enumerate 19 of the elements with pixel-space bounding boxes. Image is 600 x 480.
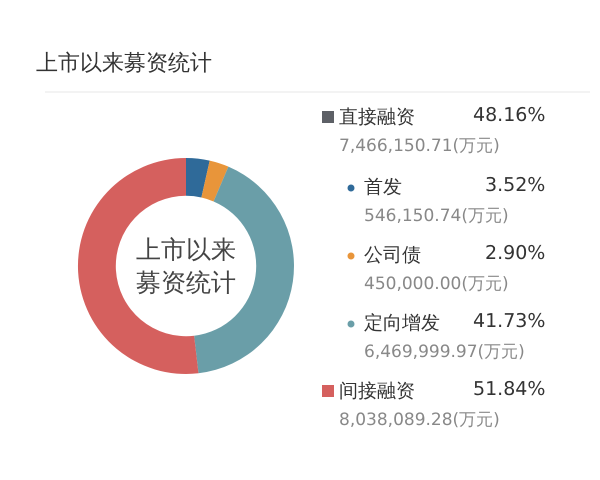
data-label: 51.84%: [473, 378, 546, 400]
legend-label: 定向增发: [364, 311, 440, 336]
text: 6,469,999.97(万元): [364, 342, 525, 362]
text: 上市以来募资统计: [135, 234, 237, 299]
text: 546,150.74(万元): [364, 206, 509, 226]
text: 8,038,089.28(万元): [339, 410, 500, 430]
text: 直接融资: [339, 105, 415, 130]
legend-label: 首发: [364, 175, 402, 200]
text: 上市以来募资统计: [36, 50, 212, 78]
data-label: 3.52%: [485, 174, 546, 196]
text: 48.16%: [473, 104, 546, 126]
legend-label: 间接融资: [339, 379, 415, 404]
donut-slice: [201, 160, 228, 202]
data-label: 2.90%: [485, 242, 546, 264]
donut-slice: [186, 158, 210, 198]
legend-label: 公司债: [364, 243, 421, 268]
text: 7,466,150.71(万元): [339, 135, 500, 157]
text: 450,000.00(万元): [364, 274, 509, 294]
data-label: 41.73%: [473, 310, 546, 332]
